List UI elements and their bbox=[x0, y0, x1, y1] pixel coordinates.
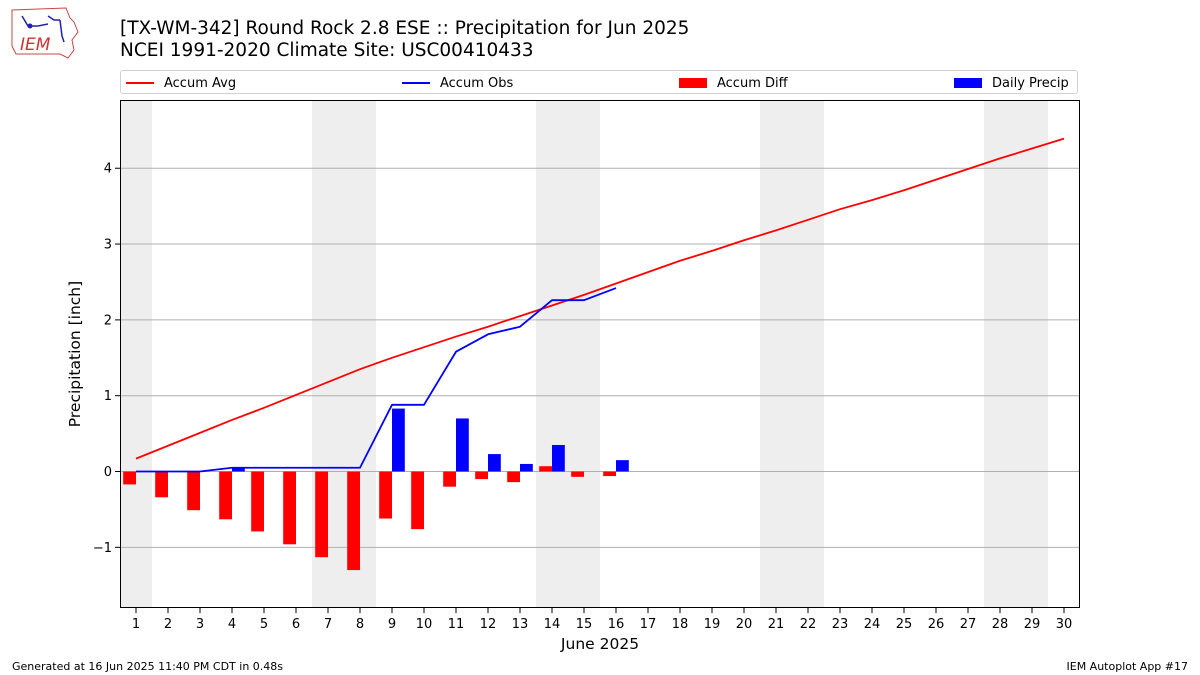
x-tick-label-26: 26 bbox=[928, 617, 945, 632]
accum-obs-line bbox=[136, 287, 617, 473]
accum-diff-bar-3 bbox=[187, 471, 200, 511]
legend-item-accum-avg: Accum Avg bbox=[126, 74, 236, 92]
legend-item-accum-diff: Accum Diff bbox=[679, 74, 788, 92]
daily-precip-bar-16 bbox=[616, 460, 629, 472]
grid-lines bbox=[120, 167, 1080, 548]
chart-title-line1: [TX-WM-342] Round Rock 2.8 ESE :: Precip… bbox=[120, 18, 690, 39]
x-tick-label-24: 24 bbox=[864, 617, 881, 632]
x-tick-label-28: 28 bbox=[992, 617, 1009, 632]
y-tick-label--1: −1 bbox=[93, 541, 112, 556]
daily-precip-bar-9 bbox=[392, 408, 405, 472]
x-tick-label-3: 3 bbox=[196, 617, 204, 632]
x-tick-label-16: 16 bbox=[608, 617, 625, 632]
weekend-band-1 bbox=[120, 100, 152, 608]
legend: Accum Avg Accum Obs Accum Diff Daily Pre… bbox=[120, 70, 1078, 94]
weekend-band-15 bbox=[568, 100, 600, 608]
x-tick-label-12: 12 bbox=[480, 617, 497, 632]
x-tick-label-2: 2 bbox=[164, 617, 172, 632]
weekend-shading bbox=[120, 100, 1048, 608]
accum-diff-bar-9 bbox=[379, 471, 392, 519]
legend-label-accum-obs: Accum Obs bbox=[440, 75, 514, 91]
x-tick-label-23: 23 bbox=[832, 617, 849, 632]
accum-diff-bar-10 bbox=[411, 471, 424, 530]
daily-precip-bar-11 bbox=[456, 418, 469, 472]
accum-diff-bar-16 bbox=[603, 471, 616, 477]
accum-diff-bar-1 bbox=[123, 471, 136, 485]
x-tick-label-21: 21 bbox=[768, 617, 785, 632]
accum-diff-bar-13 bbox=[507, 471, 520, 483]
x-tick-label-9: 9 bbox=[388, 617, 396, 632]
iem-logo: IEM bbox=[8, 6, 80, 60]
legend-item-daily-precip: Daily Precip bbox=[954, 74, 1069, 92]
x-tick-label-11: 11 bbox=[448, 617, 465, 632]
x-tick-label-25: 25 bbox=[896, 617, 913, 632]
y-tick-label-4: 4 bbox=[104, 162, 112, 177]
accum-diff-bar-8 bbox=[347, 471, 360, 571]
accum-diff-bar-15 bbox=[571, 471, 584, 477]
y-tick-label-1: 1 bbox=[104, 389, 112, 404]
x-axis-label: June 2025 bbox=[560, 635, 639, 653]
weekend-band-14 bbox=[536, 100, 568, 608]
plot-frame bbox=[120, 100, 1080, 608]
footer-app: IEM Autoplot App #17 bbox=[1066, 660, 1189, 673]
svg-text:IEM: IEM bbox=[20, 35, 51, 55]
legend-label-accum-avg: Accum Avg bbox=[164, 75, 237, 91]
accum-diff-bar-12 bbox=[475, 471, 488, 480]
x-tick-label-4: 4 bbox=[228, 617, 236, 632]
x-tick-label-20: 20 bbox=[736, 617, 753, 632]
weekend-band-21 bbox=[760, 100, 792, 608]
legend-item-accum-obs: Accum Obs bbox=[402, 74, 513, 92]
daily-precip-bar-13 bbox=[520, 463, 533, 472]
x-tick-label-22: 22 bbox=[800, 617, 817, 632]
accum-diff-bar-2 bbox=[155, 471, 168, 498]
y-tick-label-0: 0 bbox=[104, 465, 112, 480]
x-axis-ticks: 1 2 3 4 5 6 7 8 9 10 11 12 13 14 15 16 17 18 19 20 21 22 23 24 2… bbox=[132, 608, 1072, 632]
weekend-band-28 bbox=[984, 100, 1016, 608]
legend-label-daily-precip: Daily Precip bbox=[992, 75, 1069, 91]
x-tick-label-18: 18 bbox=[672, 617, 689, 632]
legend-swatch-accum-diff bbox=[679, 78, 707, 88]
accum-diff-bar-7 bbox=[315, 471, 328, 558]
accum-diff-bar-6 bbox=[283, 471, 296, 545]
accum-diff-bar-14 bbox=[539, 466, 552, 472]
x-tick-label-7: 7 bbox=[324, 617, 332, 632]
legend-swatch-accum-obs bbox=[402, 82, 430, 84]
x-tick-label-8: 8 bbox=[356, 617, 364, 632]
x-tick-label-1: 1 bbox=[132, 617, 140, 632]
weekend-band-22 bbox=[792, 100, 824, 608]
legend-swatch-daily-precip bbox=[954, 78, 982, 88]
x-tick-label-27: 27 bbox=[960, 617, 977, 632]
x-tick-label-15: 15 bbox=[576, 617, 593, 632]
chart-title-line2: NCEI 1991-2020 Climate Site: USC00410433 bbox=[120, 39, 534, 61]
lines bbox=[135, 137, 1065, 473]
chart-title: [TX-WM-342] Round Rock 2.8 ESE :: Precip… bbox=[120, 18, 689, 61]
daily-precip-bar-4 bbox=[232, 467, 245, 472]
x-tick-label-5: 5 bbox=[260, 617, 268, 632]
x-tick-label-17: 17 bbox=[640, 617, 657, 632]
x-tick-label-30: 30 bbox=[1056, 617, 1073, 632]
y-tick-label-3: 3 bbox=[104, 238, 112, 253]
iem-logo-graphic: IEM bbox=[11, 7, 79, 59]
x-tick-label-10: 10 bbox=[416, 617, 433, 632]
accum-diff-bar-4 bbox=[219, 471, 232, 520]
daily-precip-bar-12 bbox=[488, 454, 501, 472]
accum-avg-line bbox=[135, 137, 1065, 460]
x-tick-label-14: 14 bbox=[544, 617, 561, 632]
x-tick-label-19: 19 bbox=[704, 617, 721, 632]
bars bbox=[123, 408, 629, 571]
daily-precip-bar-14 bbox=[552, 444, 565, 472]
x-tick-label-13: 13 bbox=[512, 617, 529, 632]
y-tick-label-2: 2 bbox=[104, 313, 112, 328]
footer-generated: Generated at 16 Jun 2025 11:40 PM CDT in… bbox=[12, 660, 284, 673]
x-tick-label-29: 29 bbox=[1024, 617, 1041, 632]
y-axis-ticks: −1 0 1 2 3 4 bbox=[93, 162, 120, 556]
x-tick-label-6: 6 bbox=[292, 617, 300, 632]
weekend-band-29 bbox=[1016, 100, 1048, 608]
y-axis-label: Precipitation [inch] bbox=[66, 281, 84, 427]
legend-swatch-accum-avg bbox=[126, 82, 154, 84]
legend-label-accum-diff: Accum Diff bbox=[717, 75, 788, 91]
accum-diff-bar-11 bbox=[443, 471, 456, 487]
accum-diff-bar-5 bbox=[251, 471, 264, 532]
